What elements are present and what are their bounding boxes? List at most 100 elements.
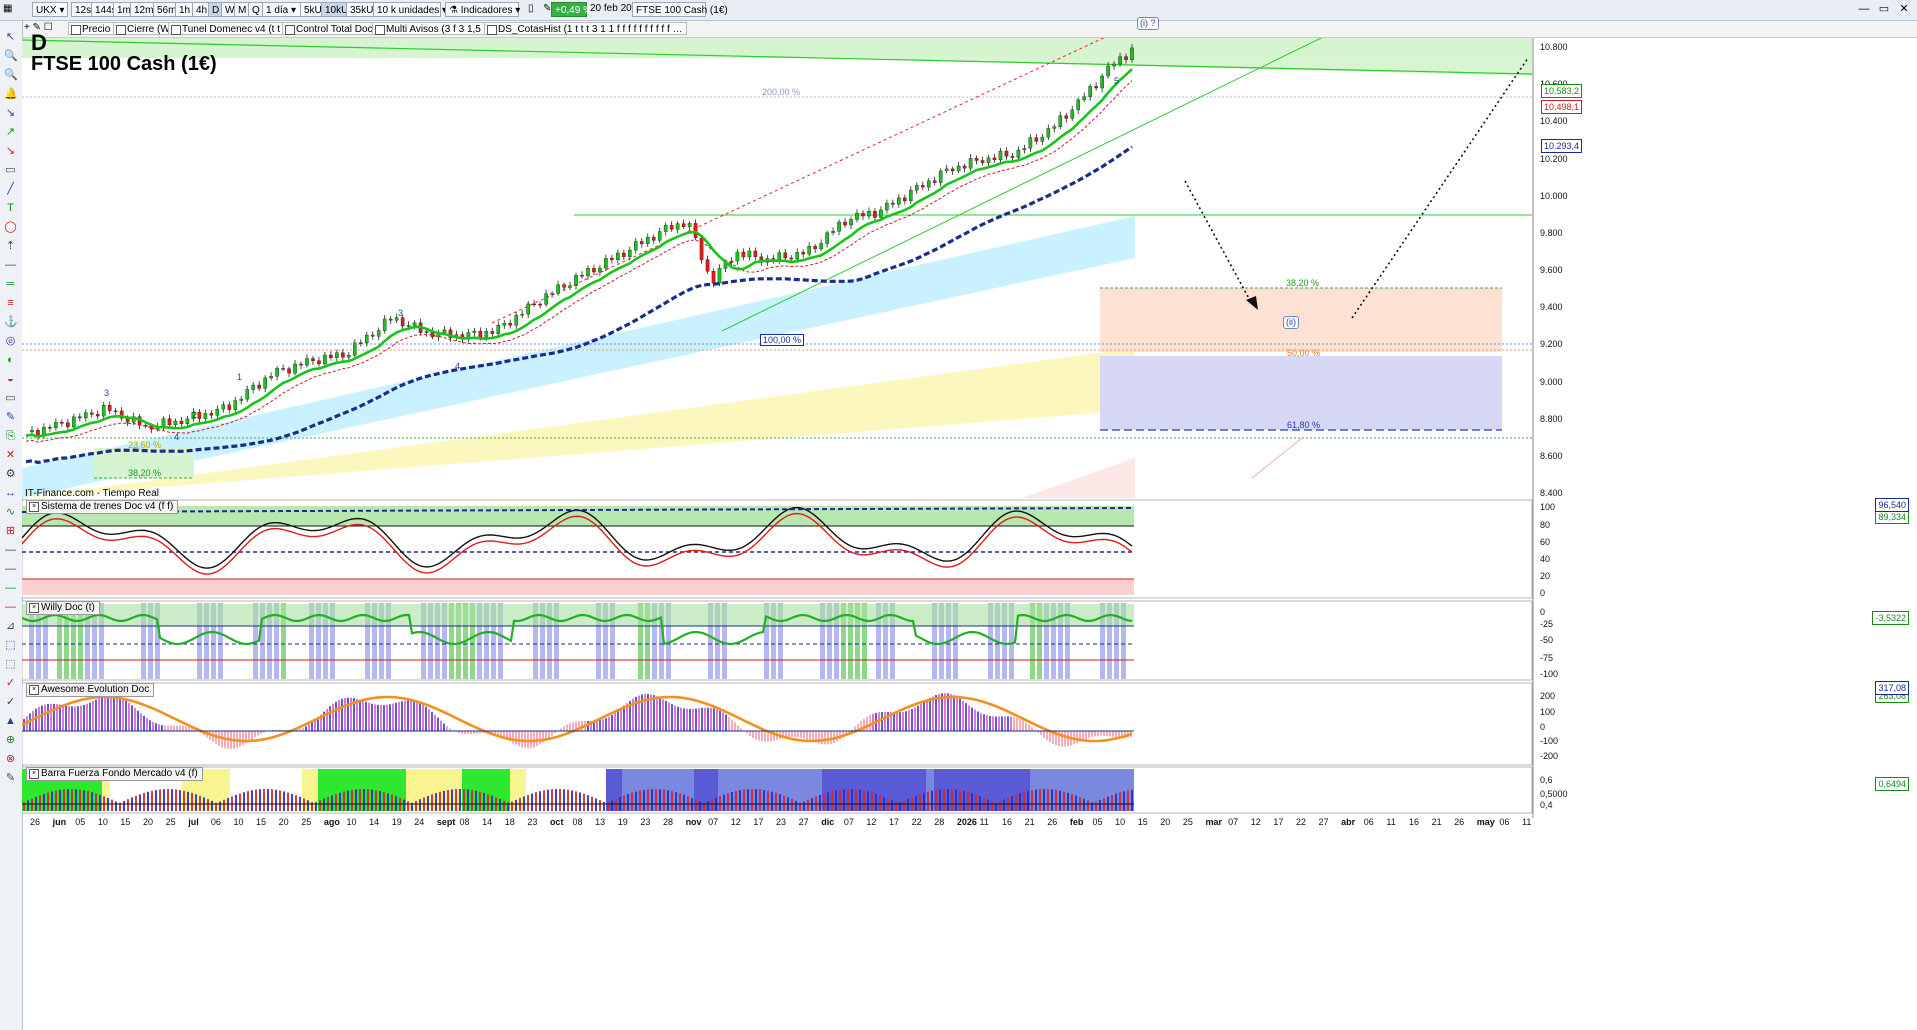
drawing-tool-16-icon[interactable]: ◎ (5, 335, 16, 347)
drawing-tool-6-icon[interactable]: ↘ (5, 145, 16, 157)
fuerza-block (422, 769, 430, 811)
panel-title[interactable]: × Awesome Evolution Doc (26, 683, 155, 697)
date-label: 19 (617, 817, 628, 827)
clipboard-icon[interactable]: ▯ (528, 3, 534, 14)
candle-body (508, 323, 513, 326)
drawing-tool-5-icon[interactable]: ↗ (5, 126, 16, 138)
drawing-tool-22-icon[interactable]: ✕ (5, 449, 16, 461)
drawing-tool-32-icon[interactable]: ⬚ (5, 639, 16, 651)
legend-checkbox[interactable] (487, 25, 497, 35)
drawing-tool-30-icon[interactable]: — (5, 601, 16, 613)
indicators-button[interactable]: ⚗ Indicadores ▾ (445, 2, 520, 17)
chart-canvas[interactable] (22, 38, 1917, 828)
date-label: 23 (527, 817, 538, 827)
top-toolbar: ▦ UKX ▾ 12s 144s 1m 12m 56m 1h 4h D W M Q 1 día ▾ … (0, 0, 1917, 21)
drawing-tool-12-icon[interactable]: — (5, 259, 16, 271)
fuerza-block (566, 769, 574, 811)
drawing-tool-38-icon[interactable]: ⊗ (5, 753, 16, 765)
drawing-tool-7-icon[interactable]: ▭ (5, 164, 16, 176)
fib-label: 38,20 % (1286, 278, 1320, 288)
drawing-tool-15-icon[interactable]: ⚓ (4, 316, 18, 328)
drawing-tool-25-icon[interactable]: ∿ (5, 506, 16, 518)
drawing-tool-29-icon[interactable]: — (5, 582, 16, 594)
period-select[interactable]: 1 día ▾ (262, 2, 302, 17)
drawing-tool-34-icon[interactable]: ✓ (5, 677, 16, 689)
candle-body (538, 303, 542, 306)
drawing-tool-20-icon[interactable]: ✎ (5, 411, 16, 423)
legend-checkbox[interactable] (116, 25, 126, 35)
legend-checkbox[interactable] (171, 25, 181, 35)
symbol-select[interactable]: UKX ▾ (32, 2, 68, 17)
drawing-tool-0-icon[interactable]: ↖ (5, 31, 16, 43)
date-label: 06 (1363, 817, 1374, 827)
panel-close-icon[interactable]: × (29, 769, 39, 779)
drawing-tool-11-icon[interactable]: ⇡ (5, 240, 16, 252)
panel-close-icon[interactable]: × (29, 685, 39, 695)
drawing-tool-23-icon[interactable]: ⚙ (5, 468, 16, 480)
timeframe-12m-button[interactable]: 12m (130, 2, 158, 17)
legend-checkbox[interactable] (285, 25, 295, 35)
legend-item-2[interactable]: Tunel Domenec v4 (t t t t t) (168, 22, 305, 35)
drawing-tool-27-icon[interactable]: — (5, 544, 16, 556)
candle-body (263, 377, 267, 389)
drawing-tool-17-icon[interactable]: ◐ (7, 354, 14, 366)
legend-controls-icon[interactable]: + ✎ ☐ (24, 22, 53, 33)
drawing-tool-1-icon[interactable]: 🔍 (4, 50, 18, 62)
panel-title[interactable]: × Sistema de trenes Doc v4 (f f) (26, 500, 179, 514)
drawing-tool-19-icon[interactable]: ▭ (5, 392, 16, 404)
drawing-tool-39-icon[interactable]: ✎ (5, 772, 16, 784)
drawing-tool-8-icon[interactable]: ╱ (7, 183, 14, 195)
drawing-tool-18-icon[interactable]: ◒ (7, 373, 14, 385)
drawing-tool-13-icon[interactable]: ═ (6, 278, 15, 290)
drawing-tool-14-icon[interactable]: ≡ (7, 297, 14, 309)
legend-checkbox[interactable] (71, 25, 81, 35)
drawing-tool-33-icon[interactable]: ⬚ (5, 658, 16, 670)
y-axis-label: 10.200 (1540, 153, 1568, 164)
drawing-tool-24-icon[interactable]: ↔ (5, 487, 16, 499)
candle-body (60, 422, 64, 424)
drawing-tool-31-icon[interactable]: ⊿ (5, 620, 16, 632)
window-controls: — ▭ ✕ (1851, 2, 1911, 16)
panel-title[interactable]: × Willy Doc (t) (26, 601, 100, 615)
maximize-icon[interactable]: ▭ (1878, 3, 1890, 15)
timeframe-4h-button[interactable]: 4h (192, 2, 212, 17)
fuerza-block (414, 769, 422, 811)
legend-item-1[interactable]: Cierre (W) (113, 22, 178, 35)
drawing-tool-35-icon[interactable]: ✓ (5, 696, 16, 708)
fuerza-block (854, 769, 862, 811)
minimize-icon[interactable]: — (1858, 3, 1870, 15)
drawing-tool-28-icon[interactable]: — (5, 563, 16, 575)
drawing-tool-21-icon[interactable]: ⎘ (6, 430, 15, 442)
panel-close-icon[interactable]: × (29, 502, 39, 512)
legend-item-0[interactable]: Precio (68, 22, 115, 35)
candle-body (1082, 96, 1086, 101)
candle-body (1046, 128, 1051, 138)
panel-title[interactable]: × Barra Fuerza Fondo Mercado v4 (f) (26, 767, 203, 781)
drawing-tool-3-icon[interactable]: 🔔 (4, 88, 18, 100)
candle-body (926, 180, 931, 188)
legend-checkbox[interactable] (375, 25, 385, 35)
drawing-tool-9-icon[interactable]: T (7, 202, 14, 214)
legend-item-3[interactable]: Control Total Doc v.6 (282, 22, 392, 35)
date-label: 08 (572, 817, 583, 827)
fuerza-block (694, 769, 702, 811)
date-label: 07 (708, 817, 719, 827)
candle-body (1028, 137, 1033, 149)
date-label: 25 (1182, 817, 1193, 827)
drawing-tool-26-icon[interactable]: ⊞ (5, 525, 16, 537)
willy-bar (554, 603, 559, 679)
fuerza-block (86, 769, 94, 811)
drawing-tool-10-icon[interactable]: ◯ (4, 221, 17, 233)
drawing-tool-4-icon[interactable]: ↘ (5, 107, 16, 119)
units-select[interactable]: 10 k unidades ▾ (373, 2, 447, 17)
drawing-tool-36-icon[interactable]: ▲ (5, 715, 16, 727)
legend-item-5[interactable]: DS_CotasHist (1 t t t 3 1 1 f f f f f f … (484, 22, 687, 35)
candle-body (675, 223, 680, 230)
date-label: 27 (1318, 817, 1329, 827)
indicator-legend-bar: + ✎ ☐ Precio Cierre (W) Tunel Domenec v4 (… (22, 21, 1917, 38)
panel-close-icon[interactable]: × (29, 603, 39, 613)
close-icon[interactable]: ✕ (1899, 3, 1909, 15)
drawing-tool-2-icon[interactable]: 🔍 (4, 69, 18, 81)
drawing-tool-37-icon[interactable]: ⊕ (5, 734, 16, 746)
edit-icon[interactable]: ✎ (543, 3, 552, 14)
